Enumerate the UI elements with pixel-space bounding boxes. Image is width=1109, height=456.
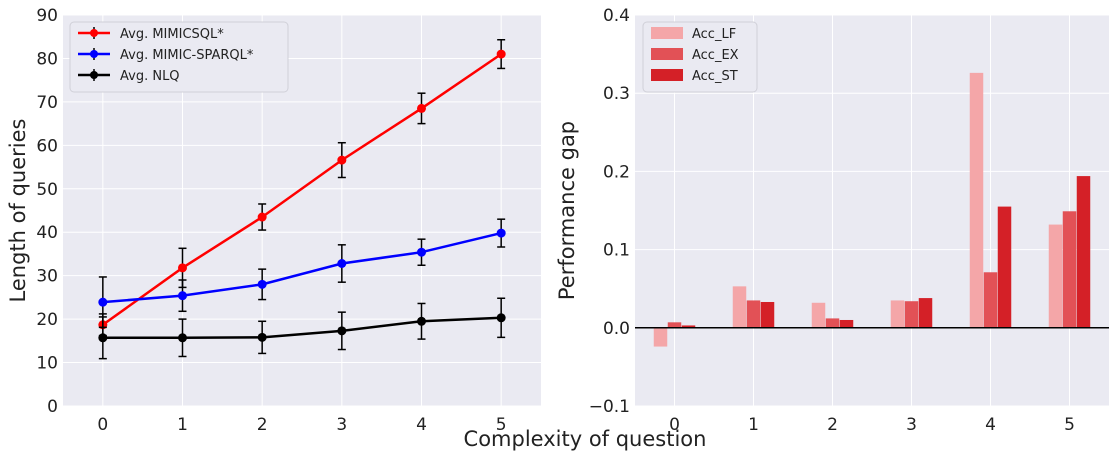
data-point (98, 297, 108, 307)
x-tick-label: 2 (257, 415, 268, 435)
data-point (417, 103, 426, 113)
legend-right: Acc_LF Acc_EX Acc_ST (642, 21, 758, 93)
data-point (337, 155, 347, 165)
data-point (178, 333, 187, 343)
y-tick-label: 40 (36, 223, 58, 243)
data-point (98, 333, 108, 343)
legend-swatch (651, 48, 683, 60)
x-tick-label: 2 (827, 415, 838, 435)
series-2 (681, 176, 1091, 328)
y-tick-label: 0.2 (603, 162, 630, 182)
bar (1062, 211, 1077, 328)
bar (825, 318, 840, 328)
legend-label: Acc_ST (692, 69, 738, 84)
bar (667, 322, 682, 328)
y-tick-label: 10 (36, 354, 58, 374)
data-point (178, 291, 187, 301)
legend-marker (90, 71, 98, 79)
bar (811, 302, 826, 328)
bar (983, 272, 998, 328)
series-line (102, 231, 502, 304)
data-point (496, 228, 506, 238)
legend-label: Avg. MIMIC-SPARQL* (120, 48, 254, 63)
bar (904, 301, 919, 328)
x-tick-label: 1 (177, 415, 188, 435)
series-2 (98, 297, 506, 360)
legend-swatch (651, 27, 683, 39)
x-tick-label: 3 (336, 415, 347, 435)
bar (653, 327, 668, 347)
x-tick-label: 4 (985, 415, 996, 435)
x-tick-label: 0 (97, 415, 108, 435)
data-point (496, 313, 506, 323)
series-line (102, 53, 502, 326)
performance-gap-chart: −0.1 0.0 0.1 0.2 0.3 0.4 0 1 2 3 4 5 Performance gap… (555, 6, 1109, 435)
bar (760, 301, 775, 328)
data-point (337, 259, 347, 269)
data-point (417, 316, 426, 326)
bar (969, 72, 984, 328)
y-axis-label: Performance gap (555, 121, 579, 300)
bar (997, 206, 1012, 328)
legend-left: Avg. MIMICSQL* Avg. MIMIC-SPARQL* Avg. NLQ (69, 21, 289, 93)
data-point (337, 326, 347, 336)
data-point (257, 332, 267, 342)
bar (732, 286, 747, 328)
x-tick-label: 5 (496, 415, 507, 435)
y-tick-label: 0.3 (603, 84, 630, 104)
bar (1048, 224, 1063, 328)
length-chart: 0 10 20 30 40 50 60 70 80 90 0 1 2 3 4 5 Length of queri… (6, 6, 541, 435)
legend-marker (90, 29, 98, 37)
data-point (417, 247, 426, 257)
legend-label: Avg. NLQ (120, 69, 180, 84)
y-tick-label: 30 (36, 267, 58, 287)
legend-swatch (651, 69, 683, 81)
data-point (257, 279, 267, 289)
data-point (178, 263, 187, 273)
legend-label: Avg. MIMICSQL* (120, 27, 224, 42)
series-line (102, 316, 502, 340)
y-tick-label: 50 (36, 180, 58, 200)
y-axis-label: Length of queries (6, 119, 30, 303)
bar (1076, 176, 1091, 328)
y-tick-label: 0.4 (603, 6, 630, 26)
x-tick-label: 5 (1064, 415, 1075, 435)
y-tick-label: 0.1 (603, 241, 630, 261)
x-tick-label: 4 (416, 415, 427, 435)
y-tick-label: 20 (36, 310, 58, 330)
data-point (496, 49, 506, 59)
bar (918, 298, 933, 328)
bar (839, 319, 854, 328)
legend-box (69, 21, 289, 93)
y-tick-label: −0.1 (589, 397, 630, 417)
y-tick-label: 80 (36, 49, 58, 69)
legend-label: Acc_LF (692, 27, 736, 42)
bar (746, 300, 761, 328)
legend-marker (90, 50, 98, 58)
x-tick-label: 0 (669, 415, 680, 435)
bar (890, 300, 905, 328)
series-1 (667, 211, 1077, 328)
y-tick-label: 0 (47, 397, 58, 417)
y-tick-label: 0.0 (603, 319, 630, 339)
bar (681, 325, 696, 328)
y-tick-label: 70 (36, 93, 58, 113)
y-tick-label: 90 (36, 6, 58, 26)
data-point (257, 212, 267, 222)
y-tick-label: 60 (36, 136, 58, 156)
series-0 (653, 72, 1063, 347)
x-tick-label: 3 (906, 415, 917, 435)
legend-label: Acc_EX (692, 48, 739, 63)
x-tick-label: 1 (748, 415, 759, 435)
shared-x-axis-label: Complexity of question (464, 427, 707, 451)
